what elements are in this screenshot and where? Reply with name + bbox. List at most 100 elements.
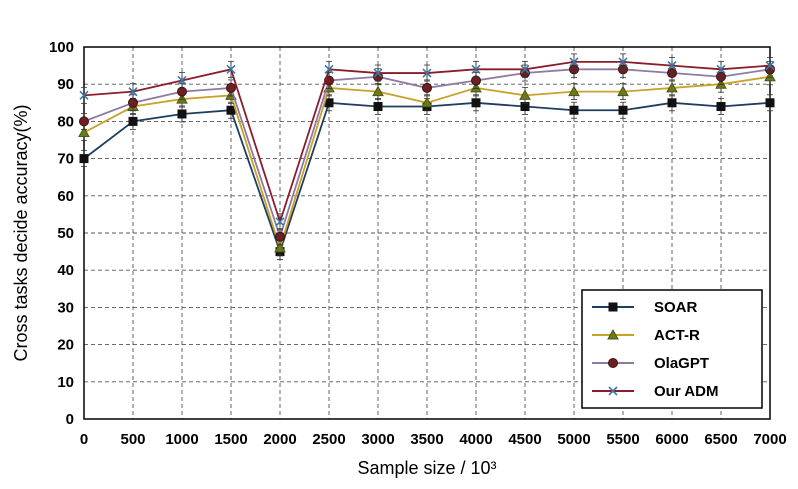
x-tick-label: 7000 — [753, 431, 786, 448]
series-our-adm — [79, 53, 775, 231]
data-point — [765, 61, 775, 71]
data-point — [667, 61, 677, 71]
data-point — [666, 81, 678, 93]
data-point — [471, 64, 481, 74]
data-point — [422, 82, 432, 93]
x-tick-label: 0 — [80, 431, 88, 448]
data-point — [569, 105, 579, 115]
legend-label: SOAR — [654, 299, 698, 316]
data-point — [275, 217, 285, 227]
data-point — [274, 241, 286, 253]
x-tick-label: 6500 — [704, 431, 737, 448]
data-point — [765, 98, 775, 108]
y-tick-label: 50 — [57, 225, 74, 242]
legend-label: ACT-R — [654, 327, 700, 344]
y-tick-label: 10 — [57, 374, 74, 391]
x-tick-label: 2000 — [263, 431, 296, 448]
legend-item: OlaGPT — [592, 355, 709, 372]
plot-area-frame — [83, 46, 771, 420]
data-point — [520, 64, 530, 74]
x-tick-label: 6000 — [655, 431, 688, 448]
data-point — [372, 85, 384, 97]
legend-marker — [607, 328, 619, 340]
x-marker-stroke — [226, 64, 236, 74]
data-point — [275, 231, 285, 242]
data-point — [618, 57, 628, 67]
data-point — [226, 105, 236, 115]
data-point — [519, 89, 531, 100]
x-tick-label: 4000 — [459, 431, 492, 448]
data-point — [79, 154, 89, 164]
data-point — [422, 68, 432, 78]
legend-marker — [608, 386, 618, 396]
x-marker-stroke — [520, 64, 530, 74]
legend-marker — [608, 358, 618, 368]
x-tick-label: 5000 — [557, 431, 590, 448]
data-point — [617, 85, 629, 97]
legend: SOAR ACT-R OlaGPT Our ADM — [581, 289, 763, 409]
y-axis-label: Cross tasks decide accuracy(%) — [11, 104, 31, 361]
x-tick-label: 4500 — [508, 431, 541, 448]
x-marker-stroke — [79, 90, 89, 100]
x-marker-stroke — [569, 57, 579, 67]
data-point — [667, 98, 677, 108]
x-marker-stroke — [324, 64, 334, 74]
x-marker-stroke — [177, 75, 187, 86]
x-marker-stroke — [471, 64, 481, 74]
y-tick-label: 0 — [66, 411, 74, 428]
legend-label: OlaGPT — [654, 355, 709, 372]
x-marker-stroke — [275, 217, 285, 227]
y-tick-label: 60 — [57, 188, 74, 205]
data-point — [716, 102, 726, 112]
data-point — [79, 90, 89, 100]
legend-marker — [608, 302, 618, 312]
y-tick-label: 100 — [49, 39, 74, 56]
y-tick-label: 40 — [57, 262, 74, 279]
data-point — [324, 64, 334, 74]
data-point — [78, 126, 90, 138]
legend-label: Our ADM — [654, 383, 718, 400]
data-point — [128, 116, 138, 126]
x-marker-stroke — [765, 61, 775, 71]
x-marker-stroke — [373, 68, 383, 78]
x-marker-stroke — [667, 61, 677, 71]
x-tick-label: 3500 — [410, 431, 443, 448]
y-tick-label: 20 — [57, 337, 74, 354]
y-tick-label: 30 — [57, 299, 74, 316]
data-point — [177, 109, 187, 119]
data-point — [471, 98, 481, 108]
data-point — [568, 85, 580, 97]
x-tick-label: 1500 — [214, 431, 247, 448]
x-tick-label: 3000 — [361, 431, 394, 448]
y-tick-label: 80 — [57, 113, 74, 130]
x-marker-stroke — [716, 64, 726, 74]
data-point — [226, 82, 236, 93]
data-point — [373, 102, 383, 112]
data-point — [421, 96, 433, 108]
x-tick-label: 500 — [120, 431, 145, 448]
data-point — [177, 75, 187, 86]
data-point — [128, 87, 138, 97]
x-tick-label: 1000 — [165, 431, 198, 448]
legend-item: ACT-R — [592, 327, 700, 344]
y-tick-label: 70 — [57, 151, 74, 168]
data-point — [79, 116, 89, 127]
data-point — [373, 68, 383, 78]
x-axis-label: Sample size / 10³ — [357, 458, 496, 478]
legend-item: Our ADM — [592, 383, 718, 400]
data-point — [226, 64, 236, 74]
series-layer — [78, 53, 776, 261]
x-marker-stroke — [128, 87, 138, 97]
x-marker-stroke — [422, 68, 432, 78]
x-tick-label: 5500 — [606, 431, 639, 448]
x-tick-label: 2500 — [312, 431, 345, 448]
data-point — [569, 57, 579, 67]
y-tick-label: 90 — [57, 76, 74, 93]
legend-item: SOAR — [592, 299, 698, 316]
data-point — [716, 64, 726, 74]
data-point — [618, 105, 628, 115]
x-marker-stroke — [608, 386, 618, 396]
x-marker-stroke — [618, 57, 628, 67]
